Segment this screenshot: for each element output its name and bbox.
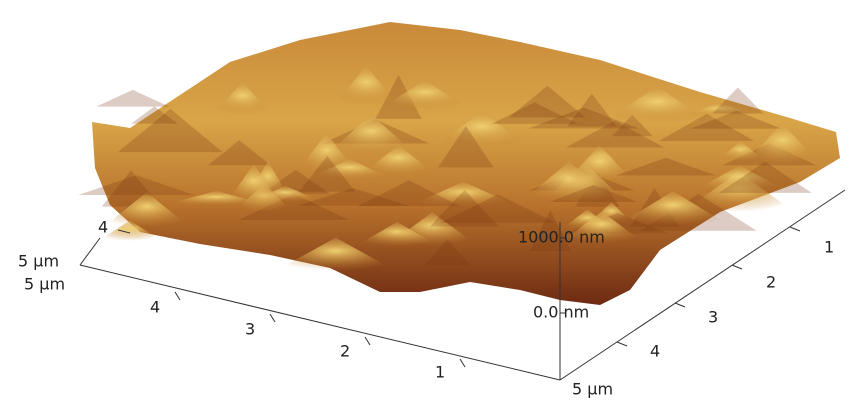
axis-label: 1 bbox=[435, 363, 445, 382]
tick bbox=[790, 227, 800, 231]
tick bbox=[732, 265, 742, 269]
z-label: 1000.0 nm bbox=[518, 228, 605, 247]
tick bbox=[175, 292, 180, 300]
tick bbox=[365, 337, 370, 345]
axis-label: 2 bbox=[340, 342, 350, 361]
afm-figure: 4 5 µm 5 µm 4 3 2 1 5 µm 4 3 2 1 1000.0 … bbox=[0, 0, 859, 403]
left-axis-line bbox=[80, 238, 100, 265]
axis-label: 3 bbox=[708, 308, 718, 327]
tick bbox=[675, 303, 685, 307]
axis-label: 5 µm bbox=[572, 380, 613, 399]
z-label: 0.0 nm bbox=[533, 303, 589, 322]
axis-label: 5 µm bbox=[24, 275, 65, 294]
axis-label: 1 bbox=[824, 238, 834, 257]
tick bbox=[617, 342, 627, 346]
axis-label: 4 bbox=[98, 218, 108, 237]
axis-label: 4 bbox=[150, 298, 160, 317]
axis-label: 5 µm bbox=[18, 252, 59, 271]
tick bbox=[460, 359, 465, 367]
axis-label: 4 bbox=[650, 342, 660, 361]
axis-label: 2 bbox=[766, 273, 776, 292]
surface bbox=[78, 22, 840, 305]
surface-texture bbox=[96, 90, 169, 107]
tick bbox=[270, 314, 275, 322]
axis-label: 3 bbox=[245, 320, 255, 339]
